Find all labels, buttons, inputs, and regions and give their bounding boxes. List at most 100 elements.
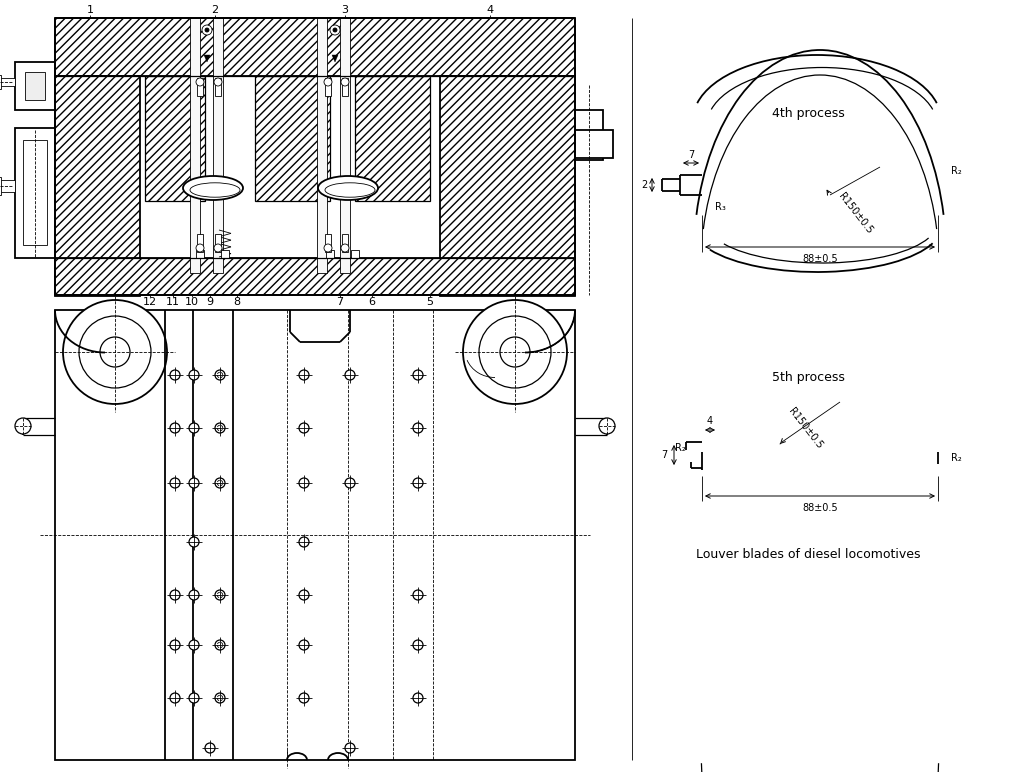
Bar — [255, 76, 330, 201]
Circle shape — [330, 25, 340, 35]
Circle shape — [345, 370, 355, 380]
Bar — [55, 310, 575, 760]
Circle shape — [189, 590, 199, 600]
Text: 5: 5 — [427, 297, 433, 307]
Bar — [575, 130, 613, 158]
Bar — [215, 78, 221, 96]
Text: 4: 4 — [486, 5, 494, 15]
Bar — [440, 76, 575, 296]
Text: 2: 2 — [641, 180, 647, 190]
Circle shape — [341, 244, 349, 252]
Circle shape — [189, 640, 199, 650]
Circle shape — [170, 640, 180, 650]
Bar — [342, 78, 348, 96]
Text: 1: 1 — [86, 5, 93, 15]
Circle shape — [170, 693, 180, 703]
Text: 8: 8 — [233, 297, 241, 307]
Circle shape — [170, 590, 180, 600]
Bar — [317, 18, 327, 273]
Circle shape — [463, 300, 567, 404]
Circle shape — [63, 300, 167, 404]
Text: 9: 9 — [207, 297, 214, 307]
Ellipse shape — [183, 176, 243, 200]
Circle shape — [217, 642, 223, 648]
Text: 7: 7 — [660, 450, 667, 460]
Circle shape — [299, 370, 309, 380]
Text: R150±0.5: R150±0.5 — [786, 406, 824, 450]
Circle shape — [413, 693, 423, 703]
Ellipse shape — [325, 183, 375, 197]
Bar — [215, 234, 221, 252]
Circle shape — [100, 337, 130, 367]
Bar — [340, 18, 350, 273]
Circle shape — [217, 480, 223, 486]
Bar — [325, 78, 331, 96]
Circle shape — [413, 423, 423, 433]
Polygon shape — [204, 55, 210, 62]
Circle shape — [196, 244, 204, 252]
Circle shape — [324, 244, 332, 252]
Circle shape — [413, 478, 423, 488]
Circle shape — [205, 28, 209, 32]
Bar — [326, 250, 334, 258]
Bar — [196, 250, 204, 258]
Text: 7: 7 — [688, 150, 694, 160]
Bar — [25, 72, 45, 100]
Circle shape — [205, 743, 215, 753]
Text: Louver blades of diesel locomotives: Louver blades of diesel locomotives — [695, 548, 921, 561]
Circle shape — [79, 316, 151, 388]
Circle shape — [479, 316, 551, 388]
Circle shape — [215, 693, 225, 703]
Text: 4: 4 — [707, 416, 713, 426]
Circle shape — [413, 370, 423, 380]
Bar — [55, 76, 140, 296]
Circle shape — [189, 423, 199, 433]
Text: 12: 12 — [143, 297, 157, 307]
Bar — [575, 110, 603, 160]
Text: 6: 6 — [369, 297, 376, 307]
Circle shape — [217, 425, 223, 431]
Circle shape — [15, 418, 31, 434]
Bar — [0, 78, 15, 86]
Circle shape — [170, 370, 180, 380]
Text: 5th process: 5th process — [771, 371, 845, 384]
Circle shape — [299, 423, 309, 433]
Bar — [325, 234, 331, 252]
Ellipse shape — [318, 176, 378, 200]
Circle shape — [189, 370, 199, 380]
Circle shape — [299, 640, 309, 650]
Circle shape — [189, 693, 199, 703]
Text: R₂: R₂ — [950, 453, 962, 463]
Bar — [351, 250, 359, 258]
Circle shape — [217, 696, 223, 701]
Circle shape — [189, 537, 199, 547]
Circle shape — [333, 28, 337, 32]
Circle shape — [217, 372, 223, 378]
Circle shape — [202, 25, 212, 35]
Text: R₃: R₃ — [715, 202, 725, 212]
Circle shape — [345, 478, 355, 488]
Bar — [221, 250, 229, 258]
Bar — [197, 234, 203, 252]
Polygon shape — [332, 55, 338, 62]
Circle shape — [413, 640, 423, 650]
Bar — [23, 140, 47, 245]
Circle shape — [345, 743, 355, 753]
Circle shape — [599, 418, 615, 434]
Text: 3: 3 — [341, 5, 348, 15]
Bar — [15, 62, 55, 110]
Circle shape — [215, 478, 225, 488]
Bar — [55, 18, 575, 76]
Text: R150±0.5: R150±0.5 — [836, 191, 873, 235]
Text: 4th process: 4th process — [772, 107, 845, 120]
Circle shape — [217, 592, 223, 598]
Ellipse shape — [190, 183, 240, 197]
Text: 2: 2 — [211, 5, 218, 15]
Text: 88±0.5: 88±0.5 — [802, 254, 838, 264]
Text: 11: 11 — [166, 297, 180, 307]
Circle shape — [215, 423, 225, 433]
Bar — [190, 18, 200, 273]
Circle shape — [215, 590, 225, 600]
Circle shape — [324, 78, 332, 86]
Bar — [213, 18, 223, 273]
